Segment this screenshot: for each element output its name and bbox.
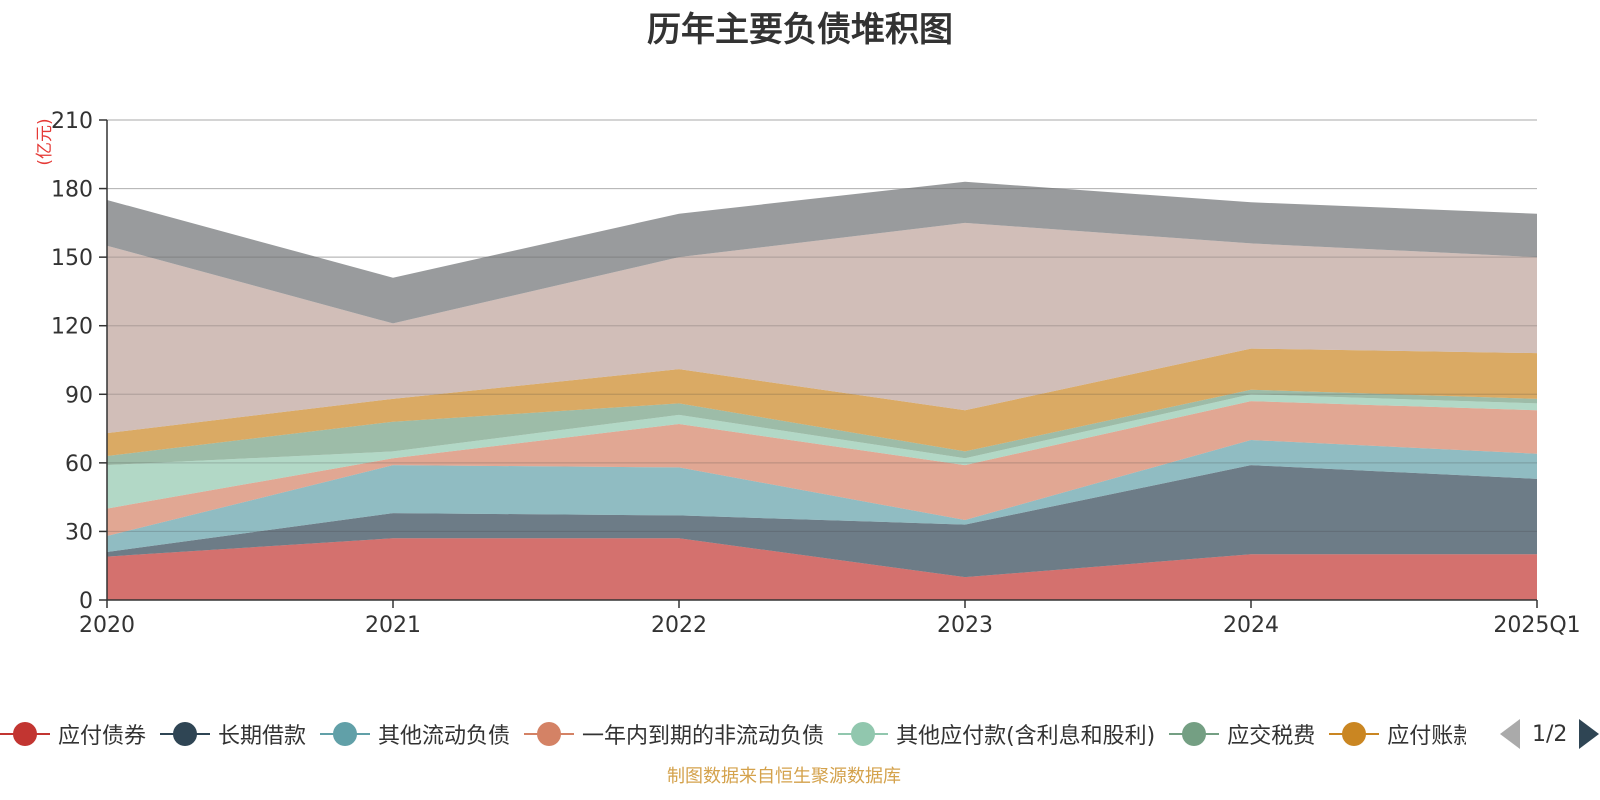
area-series-group <box>107 119 1537 600</box>
axes: 0 30 60 90 120 150 180 210 2020 2021 2022 2023 2024 2… <box>51 109 1581 638</box>
x-tick-label: 2021 <box>365 613 421 638</box>
legend-marker-icon <box>1329 722 1380 746</box>
legend-marker-icon <box>838 722 889 746</box>
legend-next-page-icon[interactable] <box>1579 719 1600 749</box>
legend-item[interactable]: 应交税费 <box>1169 712 1315 756</box>
y-tick-label: 90 <box>65 383 93 408</box>
y-tick-label: 30 <box>65 520 93 545</box>
area-series-0[interactable] <box>107 538 1537 600</box>
area-series-6[interactable] <box>107 348 1537 456</box>
legend-item[interactable]: 应付账款 <box>1329 712 1466 756</box>
x-tick-label: 2025Q1 <box>1493 613 1580 638</box>
y-tick-label: 210 <box>51 109 93 134</box>
legend-item[interactable]: 一年内到期的非流动负债 <box>524 712 824 756</box>
y-tick-label: 150 <box>51 246 93 271</box>
legend-label: 应付债券 <box>58 724 147 749</box>
legend-marker-icon <box>320 722 371 746</box>
legend-label: 其他应付款(含利息和股利) <box>896 724 1156 749</box>
legend-item[interactable]: 其他应付款(含利息和股利) <box>838 712 1155 756</box>
area-series-2[interactable] <box>107 440 1537 552</box>
y-axis-unit-label: (亿元) <box>35 118 55 165</box>
legend-marker-icon <box>1169 722 1220 746</box>
chart-plot: 0 30 60 90 120 150 180 210 2020 2021 2022 2023 2024 2… <box>35 109 1581 638</box>
y-tick-label: 180 <box>51 178 93 203</box>
legend-pager: 1/2 <box>1500 716 1600 752</box>
source-note: 制图数据来自恒生聚源数据库 <box>667 766 901 787</box>
area-series-1[interactable] <box>107 465 1537 578</box>
legend-label: 一年内到期的非流动负债 <box>582 724 825 749</box>
x-tick-label: 2023 <box>937 613 993 638</box>
legend-label: 应交税费 <box>1227 724 1316 749</box>
chart-title: 历年主要负债堆积图 <box>647 10 953 50</box>
legend-marker-icon <box>0 722 50 746</box>
y-tick-label: 0 <box>79 589 93 614</box>
legend-item[interactable]: 其他流动负债 <box>320 712 510 756</box>
legend-item[interactable]: 长期借款 <box>160 712 306 756</box>
x-tick-label: 2022 <box>651 613 707 638</box>
area-series-3[interactable] <box>107 401 1537 536</box>
x-tick-label: 2020 <box>79 613 135 638</box>
legend-item[interactable]: 应付债券 <box>0 712 146 756</box>
legend-label: 长期借款 <box>218 724 307 749</box>
legend-label: 其他流动负债 <box>378 724 511 749</box>
y-tick-label: 60 <box>65 452 93 477</box>
area-series-7[interactable] <box>107 222 1537 434</box>
y-tick-label: 120 <box>51 315 93 340</box>
legend-prev-page-icon[interactable] <box>1500 719 1520 749</box>
legend: 应付债券 长期借款 其他流动负债 一年内到期的非流动负债 其他应付款(含利息和股利) 应交… <box>0 712 1466 756</box>
area-series-5[interactable] <box>107 389 1537 466</box>
legend-marker-icon <box>160 722 211 746</box>
area-series-4[interactable] <box>107 394 1537 509</box>
x-tick-label: 2024 <box>1223 613 1279 638</box>
legend-label: 应付账款 <box>1387 724 1466 749</box>
legend-page-indicator: 1/2 <box>1532 721 1568 747</box>
legend-marker-icon <box>524 722 575 746</box>
area-series-8[interactable] <box>107 181 1537 324</box>
